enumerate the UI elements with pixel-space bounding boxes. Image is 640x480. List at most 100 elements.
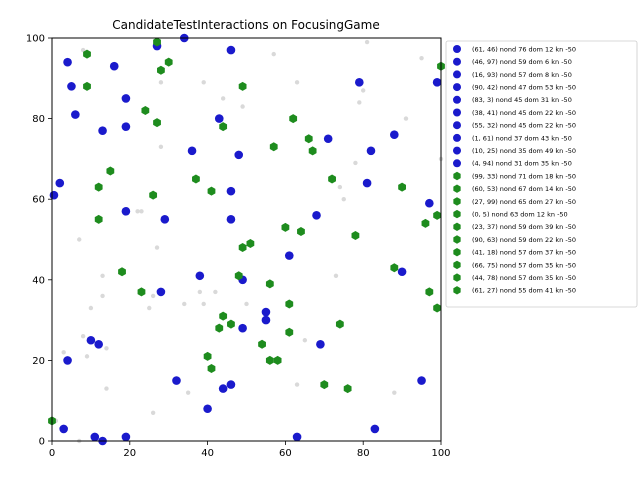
legend-label: (10, 25) nond 35 dom 49 kn -50 [472, 147, 576, 155]
legend-label: (61, 46) nond 76 dom 12 kn -50 [472, 45, 576, 53]
x-tick-label: 60 [279, 448, 292, 459]
data-point-blue [121, 432, 131, 442]
data-point-green [285, 299, 294, 309]
data-point-green [118, 267, 126, 277]
plot-frame [51, 37, 442, 442]
y-tick-label: 0 [39, 437, 45, 448]
plot-points [48, 33, 445, 446]
data-point-blue [160, 215, 170, 224]
data-point-background [182, 301, 187, 307]
data-point-background [337, 184, 343, 190]
legend-label: (99, 33) nond 71 dom 18 kn -50 [472, 172, 576, 180]
data-point-green [421, 218, 430, 228]
data-point-green [265, 279, 274, 289]
legend-label: (90, 42) nond 47 dom 53 kn -50 [472, 84, 576, 92]
data-point-background [150, 410, 156, 415]
data-point-background [147, 305, 152, 311]
data-point-blue [98, 126, 107, 135]
data-point-green [149, 190, 158, 200]
data-point-background [357, 100, 362, 105]
data-point-green [335, 319, 344, 329]
data-point-background [84, 354, 90, 359]
data-point-background [154, 245, 160, 250]
data-point-blue [59, 424, 68, 434]
legend-marker [453, 95, 461, 104]
data-point-green [320, 380, 329, 390]
data-point-green [343, 384, 352, 394]
data-point-background [294, 80, 300, 85]
data-point-green [137, 287, 146, 297]
data-point-blue [397, 267, 407, 277]
data-point-green [351, 230, 360, 240]
data-point-blue [156, 287, 166, 297]
data-point-background [61, 350, 66, 355]
data-point-background [240, 104, 245, 109]
legend-marker [453, 235, 461, 244]
data-point-background [201, 80, 206, 85]
data-point-background [403, 116, 409, 121]
data-point-blue [218, 384, 228, 393]
y-tick-label: 40 [32, 275, 45, 286]
data-point-background [197, 289, 203, 295]
data-point-green [433, 210, 442, 220]
data-point-green [285, 327, 294, 337]
legend-marker [453, 146, 461, 155]
data-point-blue [121, 94, 131, 103]
data-point-background [80, 334, 86, 339]
data-point-background [158, 80, 164, 85]
data-point-green [219, 311, 228, 321]
legend-label: (23, 37) nond 59 dom 39 kn -50 [472, 223, 576, 231]
data-point-blue [94, 339, 103, 349]
data-point-green [153, 118, 161, 128]
x-axis: 0 20 40 60 80 100 [49, 441, 451, 459]
legend-marker [453, 197, 461, 206]
data-point-blue [226, 45, 236, 55]
data-point-green [304, 134, 313, 144]
legend-label: (55, 32) nond 45 dom 22 kn -50 [472, 122, 576, 130]
legend-marker [453, 171, 461, 181]
data-point-green [141, 106, 150, 116]
data-point-green [308, 146, 317, 156]
legend-label: (61, 27) nond 55 dom 41 kn -50 [472, 287, 576, 295]
data-point-green [234, 271, 243, 281]
data-point-blue [323, 134, 333, 144]
data-point-background [364, 39, 370, 45]
legend-marker [453, 286, 461, 295]
legend-label: (44, 78) nond 57 dom 35 kn -50 [472, 274, 576, 282]
data-point-green [227, 319, 235, 329]
data-point-background [88, 305, 94, 311]
data-point-blue [172, 376, 181, 385]
legend-marker [453, 121, 461, 130]
data-point-blue [292, 432, 302, 442]
data-point-background [392, 390, 397, 395]
x-tick-label: 20 [123, 448, 136, 459]
legend-label: (66, 75) nond 57 dom 35 kn -50 [472, 261, 576, 269]
data-point-background [419, 55, 424, 61]
data-point-green [258, 339, 266, 349]
data-point-green [425, 287, 434, 297]
data-point-green [83, 81, 91, 91]
data-point-blue [355, 78, 364, 87]
data-point-blue [195, 271, 205, 281]
data-point-background [333, 273, 339, 278]
data-point-background [77, 237, 82, 242]
data-point-green [273, 355, 282, 365]
data-point-green [153, 37, 161, 47]
data-point-green [281, 222, 290, 232]
y-tick-label: 80 [32, 114, 45, 125]
data-point-blue [370, 424, 380, 434]
data-point-blue [121, 206, 131, 216]
data-point-background [294, 382, 300, 387]
data-point-green [328, 174, 336, 184]
data-point-blue [312, 211, 321, 220]
data-point-green [246, 239, 255, 249]
data-point-green [219, 122, 228, 132]
data-point-blue [203, 404, 212, 414]
data-point-green [83, 49, 91, 59]
data-point-green [433, 303, 442, 313]
data-point-green [94, 182, 103, 192]
data-point-background [244, 301, 249, 307]
data-point-background [104, 386, 109, 391]
legend-marker [453, 83, 461, 92]
legend-marker [453, 57, 461, 66]
